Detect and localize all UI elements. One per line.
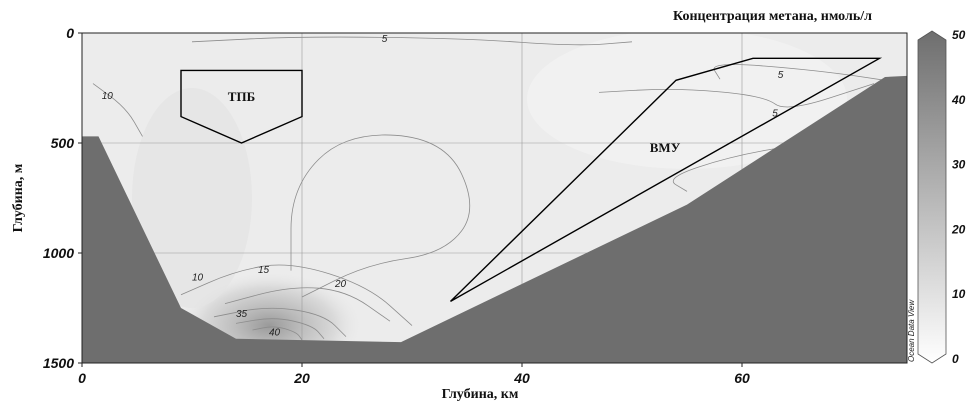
y-axis-title: Глубина, м — [11, 163, 26, 232]
region-label-1: ТПБ — [228, 89, 255, 104]
contour-line — [213, 307, 347, 337]
contour-lines — [92, 36, 907, 341]
y-axis-ticks: 0 500 1000 1500 — [43, 25, 82, 371]
colorbar-tick-label: 30 — [952, 158, 966, 172]
contour-line — [598, 83, 875, 108]
contour-line — [191, 36, 633, 46]
region-outline-1 — [180, 69, 303, 144]
x-tick-label: 20 — [293, 370, 310, 386]
contour-line — [713, 64, 907, 84]
plot-frame — [81, 32, 908, 364]
x-axis-title: Глубина, км — [442, 387, 519, 402]
x-axis-ticks: 0 20 40 60 — [78, 363, 750, 386]
colorbar: 0 10 20 30 40 50 Ocean Data View — [907, 28, 966, 366]
colorbar-tick-label: 0 — [952, 352, 959, 366]
y-tick-label: 1500 — [43, 355, 74, 371]
contour-label: 20 — [334, 279, 347, 290]
plot-area: 5 5 5 10 10 15 20 35 40 ТПБ ВМУ — [82, 33, 907, 363]
x-tick-label: 40 — [513, 370, 530, 386]
colorbar-ticks: 0 10 20 30 40 50 — [951, 28, 966, 366]
contour-label: 35 — [236, 309, 248, 320]
colorbar-body — [917, 30, 947, 364]
region-label-2: ВМУ — [650, 140, 681, 155]
contour-line — [235, 318, 325, 340]
y-tick-label: 1000 — [43, 245, 74, 261]
seafloor-bathymetry — [82, 75, 907, 363]
contour-labels: 5 5 5 10 10 15 20 35 40 — [102, 34, 784, 339]
colorbar-tick-label: 50 — [952, 28, 966, 42]
x-tick-label: 0 — [78, 370, 86, 386]
contour-label: 5 — [772, 109, 778, 120]
contour-label: 10 — [102, 91, 114, 102]
chart-title: Концентрация метана, нмоль/л — [673, 9, 872, 24]
contour-line — [252, 326, 303, 341]
contour-label: 5 — [382, 34, 388, 45]
contour-line — [672, 142, 809, 192]
region-outline-2 — [450, 57, 883, 303]
ocean-data-view-watermark: Ocean Data View — [907, 299, 916, 362]
contour-label: 40 — [269, 328, 281, 339]
contour-label: 10 — [192, 273, 204, 284]
regions-layer — [180, 57, 883, 303]
contour-line — [290, 134, 471, 298]
contour-line — [224, 287, 391, 322]
y-tick-label: 0 — [66, 25, 74, 41]
x-tick-label: 60 — [734, 370, 750, 386]
contour-label: 5 — [778, 70, 784, 81]
low-concentration-zone — [527, 33, 847, 169]
colorbar-tick-label: 40 — [951, 93, 966, 107]
y-tick-label: 500 — [51, 135, 75, 151]
contour-label: 15 — [258, 265, 270, 276]
colorbar-tick-label: 10 — [952, 287, 966, 301]
colorbar-tick-label: 20 — [951, 222, 966, 236]
contour-line — [180, 264, 413, 326]
contour-line — [92, 83, 143, 137]
region-labels: ТПБ ВМУ — [228, 89, 681, 155]
